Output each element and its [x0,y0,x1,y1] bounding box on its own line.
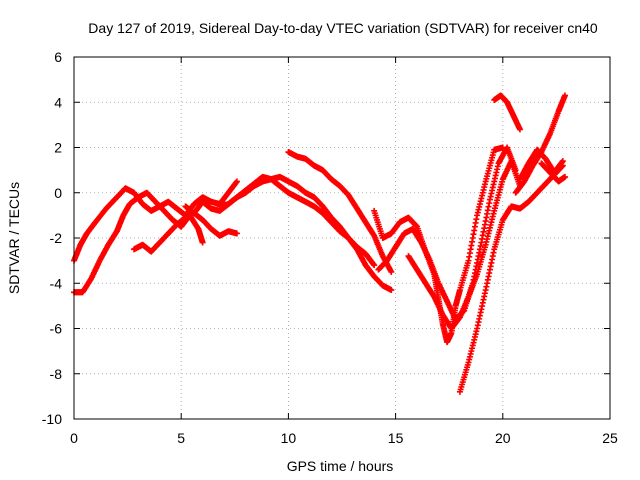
y-tick-label: 6 [54,49,62,65]
y-tick-label: 2 [54,140,62,156]
x-axis-title: GPS time / hours [287,458,394,474]
y-tick-label: -8 [50,366,63,382]
y-tick-label: -4 [50,275,63,291]
y-tick-label: -10 [42,411,62,427]
data-point [233,230,240,237]
data-point [371,262,378,269]
series-arc-3 [131,210,240,255]
y-tick-label: 4 [54,94,62,110]
data-point [516,126,523,133]
data-point [561,92,568,99]
data-point [388,287,395,294]
data-point [559,158,566,165]
data-points [71,92,568,395]
y-axis-title: SDTVAR / TECUs [6,182,22,294]
y-tick-label: 0 [54,185,62,201]
x-tick-label: 25 [602,430,618,446]
series-arc-11 [491,92,523,133]
series-arc-13 [516,146,566,183]
data-point [561,173,568,180]
chart-title: Day 127 of 2019, Sidereal Day-to-day VTE… [88,20,598,36]
series-arc-2 [71,189,206,296]
series-arc-9 [405,158,523,332]
x-tick-label: 5 [177,430,185,446]
data-point [388,268,395,275]
x-tick-label: 0 [70,430,78,446]
axis-ticks: 0 5 10 15 20 25 -10 -8 -6 -4 -2 0 2 4 6 [42,49,618,446]
y-tick-label: -6 [50,321,63,337]
x-tick-label: 15 [388,430,404,446]
x-tick-label: 20 [495,430,511,446]
y-tick-label: -2 [50,230,63,246]
series-arc-12 [512,92,568,196]
series-arc-8 [375,144,519,323]
data-point [233,178,240,185]
series-arc-14 [538,160,568,185]
x-tick-label: 10 [281,430,297,446]
series-arc-5 [216,173,378,269]
data-point [199,239,206,246]
series-arc-6 [285,149,395,275]
grid-lines [74,57,610,419]
